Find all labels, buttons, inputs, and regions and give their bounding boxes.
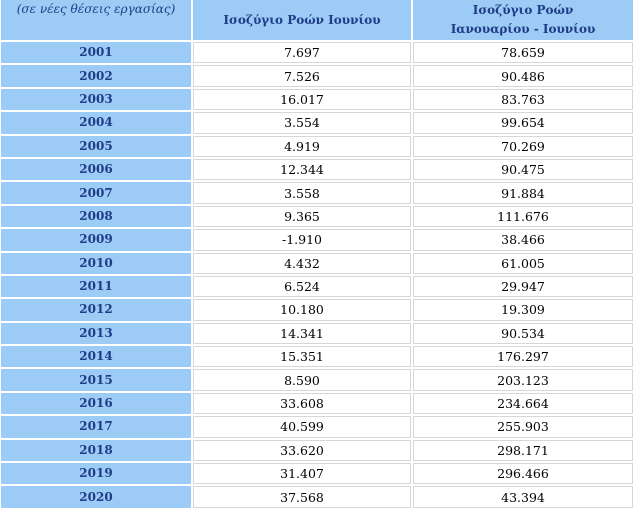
table-row: 2020 37.568 43.394 — [1, 486, 633, 508]
june-balance-cell: 40.599 — [193, 416, 411, 438]
year-cell: 2019 — [1, 463, 191, 485]
table-row: 2004 3.554 99.654 — [1, 112, 633, 134]
year-cell: 2004 — [1, 112, 191, 134]
year-cell: 2001 — [1, 42, 191, 64]
year-cell: 2013 — [1, 322, 191, 345]
june-balance-cell: 6.524 — [193, 275, 411, 298]
june-balance-cell: 31.407 — [193, 463, 411, 485]
table-row: 2014 15.351 176.297 — [1, 346, 633, 368]
cumulative-balance-cell: 70.269 — [413, 135, 633, 157]
unit-note: (σε νέες θέσεις εργασίας) — [1, 0, 191, 40]
cumulative-balance-cell: 176.297 — [413, 346, 633, 368]
column-header-cumulative-line1: Ισοζύγιο Ροών — [472, 3, 574, 17]
cumulative-balance-cell: 296.466 — [413, 463, 633, 485]
table-row: 2008 9.365 111.676 — [1, 205, 633, 228]
cumulative-balance-cell: 111.676 — [413, 205, 633, 228]
year-cell: 2014 — [1, 346, 191, 368]
cumulative-balance-cell: 78.659 — [413, 42, 633, 64]
cumulative-balance-cell: 29.947 — [413, 275, 633, 298]
year-cell: 2009 — [1, 229, 191, 251]
cumulative-balance-cell: 38.466 — [413, 229, 633, 251]
year-cell: 2006 — [1, 158, 191, 181]
table-row: 2011 6.524 29.947 — [1, 275, 633, 298]
column-header-june: Ισοζύγιο Ροών Ιουνίου — [193, 0, 411, 40]
year-cell: 2015 — [1, 369, 191, 391]
table-row: 2013 14.341 90.534 — [1, 322, 633, 345]
cumulative-balance-cell: 90.475 — [413, 158, 633, 181]
table-body: 2001 7.697 78.659 2002 7.526 90.486 2003 16.017… — [1, 42, 633, 508]
year-cell: 2007 — [1, 182, 191, 204]
year-cell: 2002 — [1, 65, 191, 87]
table-row: 2002 7.526 90.486 — [1, 65, 633, 87]
table-row: 2006 12.344 90.475 — [1, 158, 633, 181]
table-row: 2010 4.432 61.005 — [1, 252, 633, 274]
cumulative-balance-cell: 298.171 — [413, 439, 633, 462]
table-header: (σε νέες θέσεις εργασίας) Ισοζύγιο Ροών … — [1, 0, 633, 40]
column-header-cumulative-line2: Ιανουαρίου - Ιουνίου — [450, 22, 596, 36]
june-balance-cell: 4.919 — [193, 135, 411, 157]
june-balance-cell: 15.351 — [193, 346, 411, 368]
table-row: 2005 4.919 70.269 — [1, 135, 633, 157]
year-cell: 2003 — [1, 88, 191, 111]
june-balance-cell: 10.180 — [193, 299, 411, 321]
year-cell: 2005 — [1, 135, 191, 157]
june-balance-cell: 8.590 — [193, 369, 411, 391]
year-cell: 2012 — [1, 299, 191, 321]
year-cell: 2020 — [1, 486, 191, 508]
june-balance-cell: -1.910 — [193, 229, 411, 251]
cumulative-balance-cell: 255.903 — [413, 416, 633, 438]
cumulative-balance-cell: 90.486 — [413, 65, 633, 87]
cumulative-balance-cell: 91.884 — [413, 182, 633, 204]
june-balance-cell: 33.608 — [193, 392, 411, 415]
year-cell: 2008 — [1, 205, 191, 228]
cumulative-balance-cell: 234.664 — [413, 392, 633, 415]
table-row: 2003 16.017 83.763 — [1, 88, 633, 111]
year-cell: 2018 — [1, 439, 191, 462]
june-balance-cell: 4.432 — [193, 252, 411, 274]
cumulative-balance-cell: 90.534 — [413, 322, 633, 345]
table-row: 2018 33.620 298.171 — [1, 439, 633, 462]
june-balance-cell: 16.017 — [193, 88, 411, 111]
year-cell: 2011 — [1, 275, 191, 298]
table-row: 2007 3.558 91.884 — [1, 182, 633, 204]
cumulative-balance-cell: 203.123 — [413, 369, 633, 391]
year-cell: 2010 — [1, 252, 191, 274]
cumulative-balance-cell: 43.394 — [413, 486, 633, 508]
june-balance-cell: 12.344 — [193, 158, 411, 181]
june-balance-cell: 37.568 — [193, 486, 411, 508]
table-row: 2012 10.180 19.309 — [1, 299, 633, 321]
year-cell: 2016 — [1, 392, 191, 415]
cumulative-balance-cell: 61.005 — [413, 252, 633, 274]
table-row: 2001 7.697 78.659 — [1, 42, 633, 64]
table-row: 2009 -1.910 38.466 — [1, 229, 633, 251]
cumulative-balance-cell: 19.309 — [413, 299, 633, 321]
june-balance-cell: 7.526 — [193, 65, 411, 87]
table-row: 2019 31.407 296.466 — [1, 463, 633, 485]
june-balance-cell: 7.697 — [193, 42, 411, 64]
june-balance-cell: 9.365 — [193, 205, 411, 228]
cumulative-balance-cell: 83.763 — [413, 88, 633, 111]
table-row: 2016 33.608 234.664 — [1, 392, 633, 415]
year-cell: 2017 — [1, 416, 191, 438]
table-row: 2017 40.599 255.903 — [1, 416, 633, 438]
june-balance-cell: 3.554 — [193, 112, 411, 134]
june-balance-cell: 14.341 — [193, 322, 411, 345]
cumulative-balance-cell: 99.654 — [413, 112, 633, 134]
table-row: 2015 8.590 203.123 — [1, 369, 633, 391]
june-balance-cell: 3.558 — [193, 182, 411, 204]
column-header-cumulative: Ισοζύγιο Ροών Ιανουαρίου - Ιουνίου — [413, 0, 633, 40]
june-balance-cell: 33.620 — [193, 439, 411, 462]
